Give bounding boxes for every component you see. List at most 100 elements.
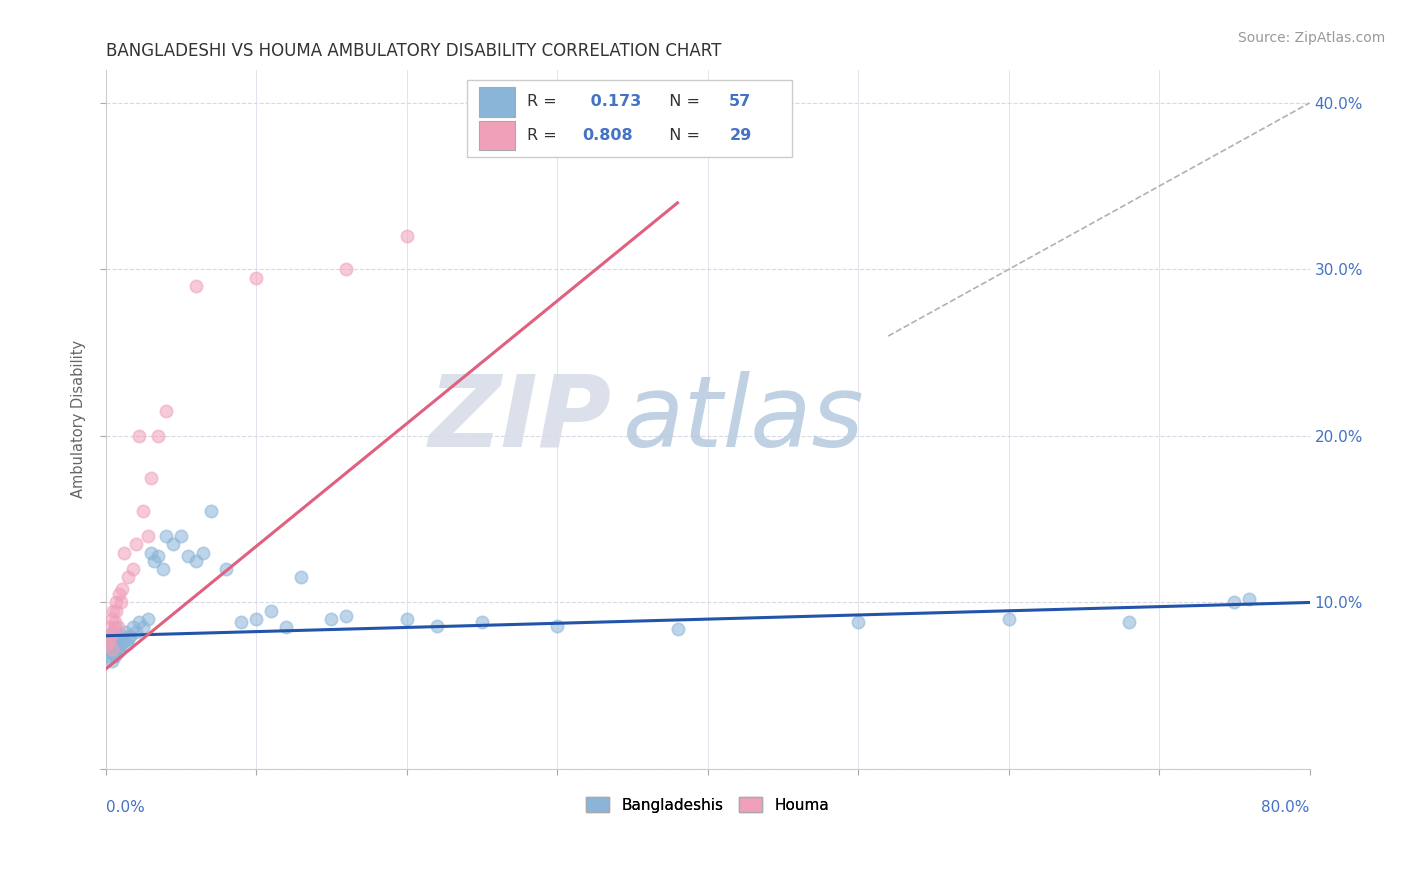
Point bbox=[100, 654, 122, 668]
Text: 0.0%: 0.0% bbox=[105, 800, 145, 815]
Text: 80.0%: 80.0% bbox=[1261, 800, 1309, 815]
Point bbox=[184, 554, 207, 568]
Point bbox=[96, 637, 118, 651]
Point bbox=[98, 645, 121, 659]
Point bbox=[846, 615, 869, 630]
Point bbox=[128, 615, 150, 630]
Text: ZIP: ZIP bbox=[429, 371, 612, 467]
Point bbox=[1118, 615, 1140, 630]
Point bbox=[260, 604, 283, 618]
Text: atlas: atlas bbox=[623, 371, 865, 467]
Point bbox=[666, 622, 689, 636]
Point bbox=[105, 595, 128, 609]
Point bbox=[107, 645, 129, 659]
Point bbox=[148, 549, 170, 563]
Point bbox=[136, 529, 159, 543]
Point bbox=[162, 537, 184, 551]
Text: 29: 29 bbox=[730, 128, 752, 143]
Point bbox=[193, 545, 215, 559]
Point bbox=[121, 620, 143, 634]
Point bbox=[98, 632, 121, 646]
Point bbox=[107, 629, 129, 643]
Point bbox=[152, 562, 174, 576]
Point bbox=[111, 582, 134, 596]
Point bbox=[136, 612, 159, 626]
Point bbox=[104, 615, 127, 630]
Point bbox=[110, 637, 132, 651]
Text: N =: N = bbox=[659, 128, 706, 143]
Point bbox=[105, 642, 128, 657]
Point bbox=[118, 629, 141, 643]
Point bbox=[125, 537, 148, 551]
Point bbox=[103, 604, 125, 618]
FancyBboxPatch shape bbox=[479, 87, 515, 117]
Point bbox=[100, 632, 122, 646]
Point bbox=[155, 404, 177, 418]
Point bbox=[139, 545, 162, 559]
Text: N =: N = bbox=[659, 95, 706, 110]
Legend: Bangladeshis, Houma: Bangladeshis, Houma bbox=[581, 790, 835, 819]
Text: BANGLADESHI VS HOUMA AMBULATORY DISABILITY CORRELATION CHART: BANGLADESHI VS HOUMA AMBULATORY DISABILI… bbox=[105, 42, 721, 60]
Point bbox=[108, 587, 131, 601]
Text: R =: R = bbox=[527, 95, 562, 110]
Point bbox=[335, 608, 357, 623]
Point bbox=[139, 470, 162, 484]
Point bbox=[142, 554, 165, 568]
Point bbox=[245, 612, 267, 626]
Point bbox=[117, 570, 139, 584]
Point bbox=[112, 633, 135, 648]
Point bbox=[103, 625, 125, 640]
Point bbox=[112, 545, 135, 559]
Point bbox=[97, 629, 120, 643]
Point bbox=[1223, 595, 1246, 609]
Point bbox=[104, 648, 127, 663]
Point bbox=[96, 642, 118, 657]
Point bbox=[104, 620, 127, 634]
Y-axis label: Ambulatory Disability: Ambulatory Disability bbox=[72, 340, 86, 499]
Point bbox=[148, 429, 170, 443]
Point bbox=[1239, 592, 1261, 607]
Point bbox=[471, 615, 494, 630]
Point bbox=[100, 642, 122, 657]
Point bbox=[200, 504, 222, 518]
Point bbox=[117, 632, 139, 646]
Point bbox=[114, 625, 136, 640]
Point bbox=[997, 612, 1019, 626]
Text: R =: R = bbox=[527, 128, 562, 143]
Point bbox=[98, 620, 121, 634]
Point bbox=[97, 629, 120, 643]
Point bbox=[105, 604, 128, 618]
Point bbox=[105, 635, 128, 649]
Point bbox=[125, 625, 148, 640]
Point bbox=[395, 229, 418, 244]
Point bbox=[132, 504, 155, 518]
Point bbox=[121, 562, 143, 576]
Point bbox=[177, 549, 200, 563]
Point bbox=[115, 637, 138, 651]
Point bbox=[103, 645, 125, 659]
Point bbox=[184, 279, 207, 293]
Point bbox=[170, 529, 193, 543]
Point bbox=[245, 270, 267, 285]
Text: Source: ZipAtlas.com: Source: ZipAtlas.com bbox=[1237, 31, 1385, 45]
Point bbox=[107, 620, 129, 634]
Text: 0.173: 0.173 bbox=[585, 95, 641, 110]
Point bbox=[97, 648, 120, 663]
Point bbox=[110, 595, 132, 609]
Point bbox=[128, 429, 150, 443]
Point bbox=[132, 620, 155, 634]
Text: 57: 57 bbox=[730, 95, 752, 110]
Point bbox=[111, 629, 134, 643]
Point bbox=[229, 615, 252, 630]
Point bbox=[103, 625, 125, 640]
Point bbox=[321, 612, 343, 626]
Point bbox=[395, 612, 418, 626]
Point bbox=[290, 570, 312, 584]
FancyBboxPatch shape bbox=[479, 120, 515, 150]
Point bbox=[98, 637, 121, 651]
Point bbox=[215, 562, 238, 576]
FancyBboxPatch shape bbox=[467, 80, 792, 157]
Point bbox=[155, 529, 177, 543]
Point bbox=[426, 619, 449, 633]
Point bbox=[108, 642, 131, 657]
